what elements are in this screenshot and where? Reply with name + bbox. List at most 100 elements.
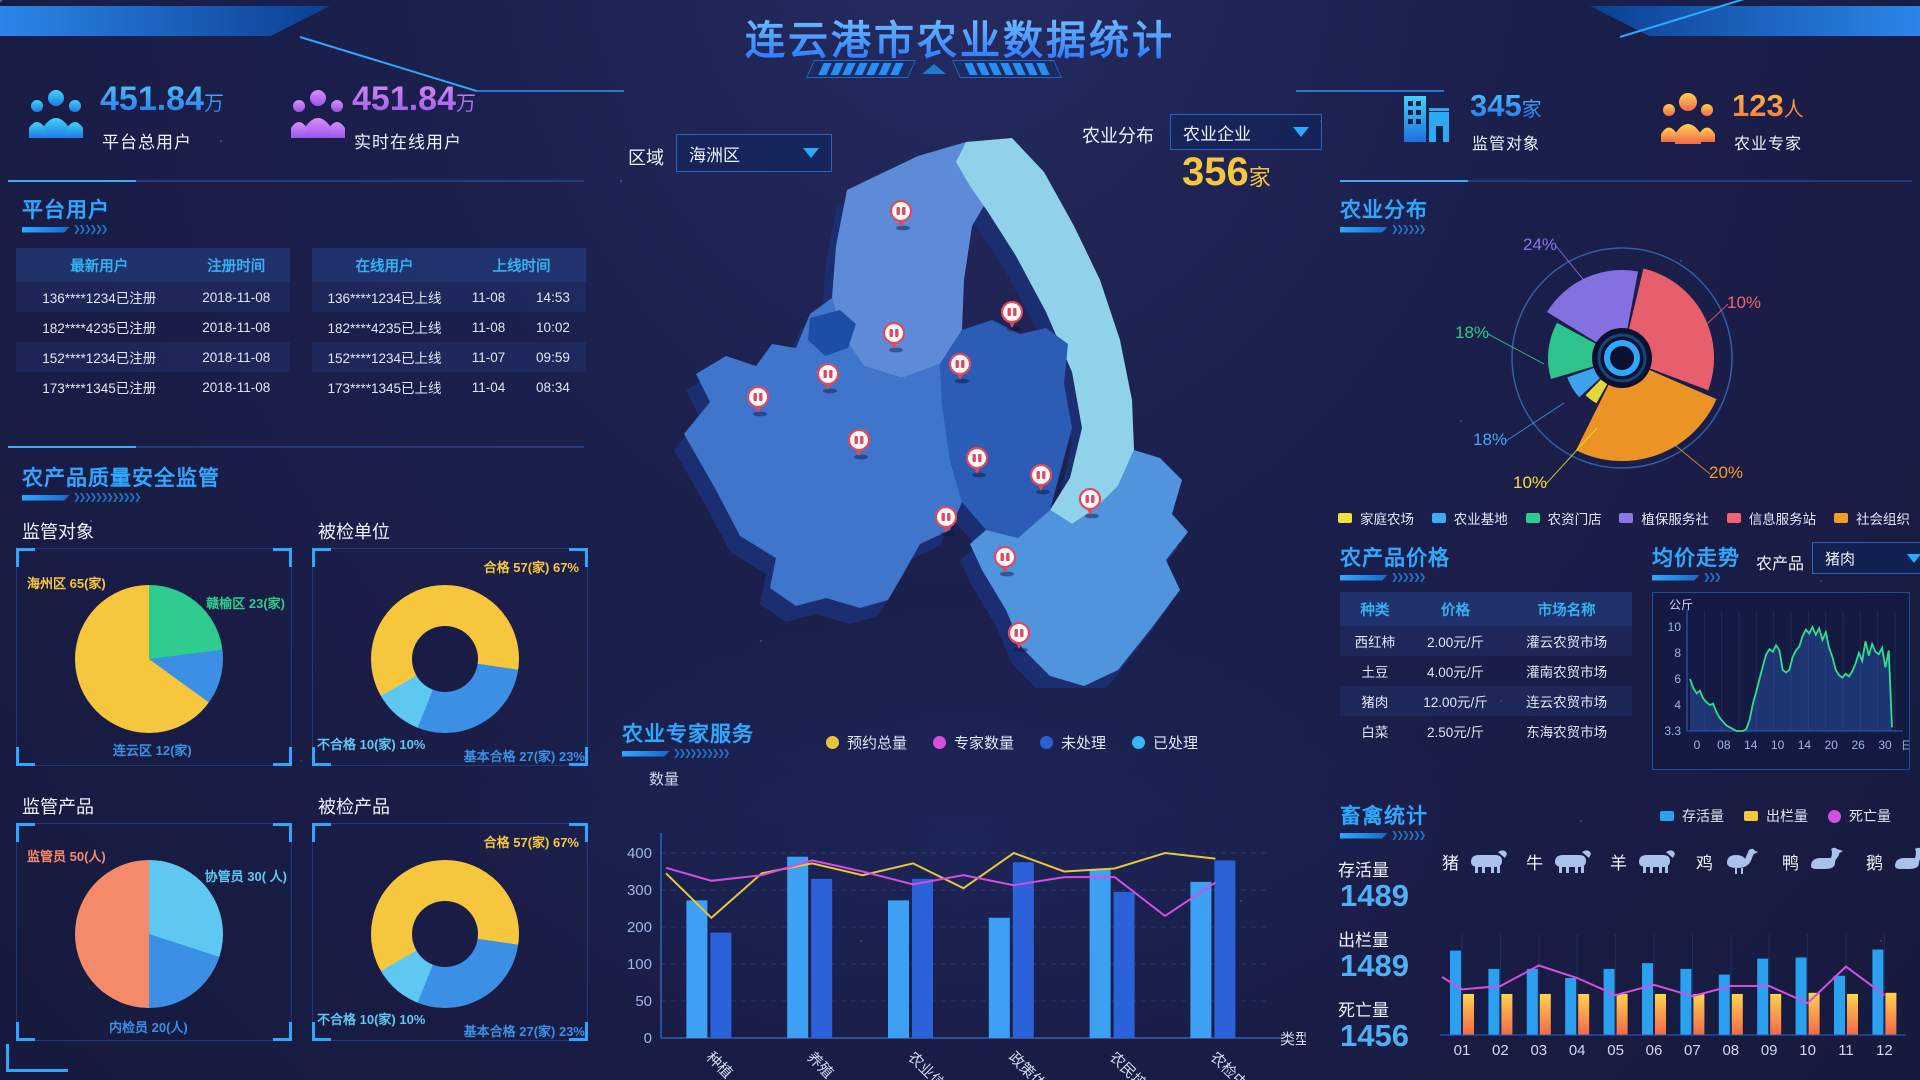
map-pin[interactable] — [1078, 487, 1102, 519]
map-pin[interactable] — [889, 199, 913, 231]
donut-inspected-units: 合格 57(家) 67% 不合格 10(家) 10% 基本合格 27(家) 23… — [312, 548, 588, 766]
legend-item: 出栏量 — [1744, 806, 1808, 826]
legend-swatch — [1828, 809, 1841, 823]
title-underline: ❯❯❯❯❯❯ — [22, 225, 108, 234]
legend-swatch — [1833, 513, 1848, 523]
legend-item: 农业基地 — [1431, 508, 1508, 528]
map-pin[interactable] — [882, 321, 906, 353]
svg-text:18%: 18% — [1473, 430, 1507, 449]
table-cell: 白菜 — [1361, 725, 1389, 740]
table-row: 白菜 2.50元/斤 东海农贸市场 — [1340, 716, 1632, 746]
table-row: 173****1345已上线 11-04 08:34 — [312, 372, 586, 402]
table-cell: 11-08 — [471, 319, 506, 335]
svg-text:农检中心: 农检中心 — [1207, 1049, 1261, 1080]
svg-text:11: 11 — [1838, 1042, 1854, 1059]
product-select[interactable]: 猪肉 — [1812, 542, 1920, 574]
svg-text:6: 6 — [1674, 672, 1681, 686]
region-label: 区域 — [628, 148, 664, 168]
legend-item: 植保服务社 — [1619, 508, 1709, 528]
map-pin[interactable] — [746, 385, 770, 417]
stars-decoration — [0, 0, 2, 2]
livestock-stat-value: 1489 — [1340, 878, 1409, 913]
table-row: 182****4235已注册 2018-11-08 — [16, 312, 290, 342]
map-pin[interactable] — [816, 362, 840, 394]
legend-swatch — [1338, 513, 1352, 523]
svg-text:26: 26 — [1851, 738, 1865, 752]
corner-decoration — [6, 1069, 68, 1072]
animal-item-5: 鸭 — [1782, 846, 1849, 876]
section-title-livestock: 畜禽统计 — [1340, 805, 1428, 828]
section-title-platform-users: 平台用户 — [22, 199, 110, 222]
map-pin[interactable] — [1000, 300, 1024, 332]
chart-title: 被检单位 — [318, 522, 390, 542]
section-title-distribution: 农业分布 — [1340, 199, 1428, 222]
svg-text:24%: 24% — [1523, 235, 1557, 254]
distribution-rose-chart: 10% 18% 18% 24% 10% 20% — [1455, 235, 1761, 492]
table-cell: 11-08 — [471, 289, 506, 305]
title-underline: ❯❯❯❯❯❯ — [1340, 573, 1426, 582]
city-map[interactable] — [620, 128, 1320, 688]
pie-label: 不合格 10(家) 10% — [317, 737, 426, 752]
total-users-stat: 451.84万 — [100, 80, 224, 118]
table-row: 土豆 4.00元/斤 灌南农贸市场 — [1340, 656, 1632, 686]
table-cell: 12.00元/斤 — [1423, 695, 1488, 710]
pie-label: 合格 57(家) 67% — [483, 560, 579, 575]
svg-text:0: 0 — [1694, 738, 1701, 752]
svg-text:14: 14 — [1798, 738, 1812, 752]
svg-text:12: 12 — [1876, 1042, 1893, 1059]
table-cell: 2018-11-08 — [202, 349, 271, 365]
table-header: 市场名称 — [1537, 602, 1596, 619]
legend-swatch — [1660, 811, 1674, 821]
legend-item: 存活量 — [1660, 806, 1724, 826]
animal-label: 猪 — [1442, 853, 1459, 873]
region-value: 海洲区 — [689, 145, 740, 165]
distribution-select[interactable]: 农业企业 — [1170, 114, 1322, 150]
table-cell: 4.00元/斤 — [1426, 665, 1484, 680]
table-cell: 152****1234已注册 — [42, 351, 157, 366]
map-pin[interactable] — [1029, 463, 1053, 495]
pie-supervised-objects: 海州区 65(家) 赣榆区 23(家) 连云区 12(家) — [16, 548, 292, 766]
map-pin[interactable] — [965, 446, 989, 478]
livestock-stat-label: 出栏量 — [1338, 931, 1389, 950]
section-title-price: 农产品价格 — [1340, 547, 1450, 570]
svg-text:04: 04 — [1569, 1042, 1586, 1059]
animal-item-3: 羊 — [1610, 846, 1677, 876]
鸡-icon — [1727, 848, 1758, 874]
legend-swatch — [1726, 513, 1741, 523]
experts-count-stat: 123人 — [1732, 88, 1804, 123]
donut-inspected-products: 合格 57(家) 67% 不合格 10(家) 10% 基本合格 27(家) 23… — [312, 823, 588, 1041]
svg-text:08: 08 — [1722, 1042, 1739, 1059]
svg-text:03: 03 — [1530, 1042, 1547, 1059]
table-cell: 2.00元/斤 — [1426, 635, 1484, 650]
table-cell: 土豆 — [1361, 665, 1389, 680]
experts-count-label: 农业专家 — [1734, 136, 1803, 153]
rose-slice — [1547, 322, 1622, 379]
header-wing-left — [0, 6, 330, 36]
chevron-down-icon[interactable] — [803, 148, 819, 158]
livestock-legend: 存活量 出栏量 死亡量 — [1660, 806, 1911, 826]
price-table: 种类 价格 市场名称 西红柿 2.00元/斤 灌云农贸市场 土豆 4.00元/斤 灌南农贸市场猪… — [1340, 592, 1632, 746]
animal-label: 牛 — [1526, 853, 1543, 873]
map-pin[interactable] — [934, 505, 958, 537]
section-title-quality: 农产品质量安全监管 — [22, 467, 220, 490]
map-pin[interactable] — [948, 352, 972, 384]
region-select[interactable]: 海洲区 — [676, 134, 832, 172]
table-row: 152****1234已上线 11-07 09:59 — [312, 342, 586, 372]
svg-text:种植: 种植 — [703, 1049, 736, 1080]
pie-chart — [75, 860, 223, 1008]
product-value: 猪肉 — [1825, 550, 1856, 568]
animal-item-4: 鸡 — [1696, 846, 1763, 876]
svg-text:50: 50 — [635, 993, 652, 1010]
svg-text:公斤: 公斤 — [1669, 598, 1693, 612]
map-pin[interactable] — [993, 545, 1017, 577]
pie-label: 不合格 10(家) 10% — [317, 1012, 426, 1027]
chevron-down-icon[interactable] — [1907, 553, 1920, 563]
chevron-down-icon[interactable] — [1293, 127, 1309, 137]
map-pin[interactable] — [847, 428, 871, 460]
pie-label: 海州区 65(家) — [27, 576, 106, 591]
map-pin[interactable] — [1007, 621, 1031, 653]
table-cell: 东海农贸市场 — [1526, 725, 1608, 740]
animal-item-2: 牛 — [1526, 846, 1593, 876]
legend-item: 未处理 — [1040, 732, 1106, 753]
